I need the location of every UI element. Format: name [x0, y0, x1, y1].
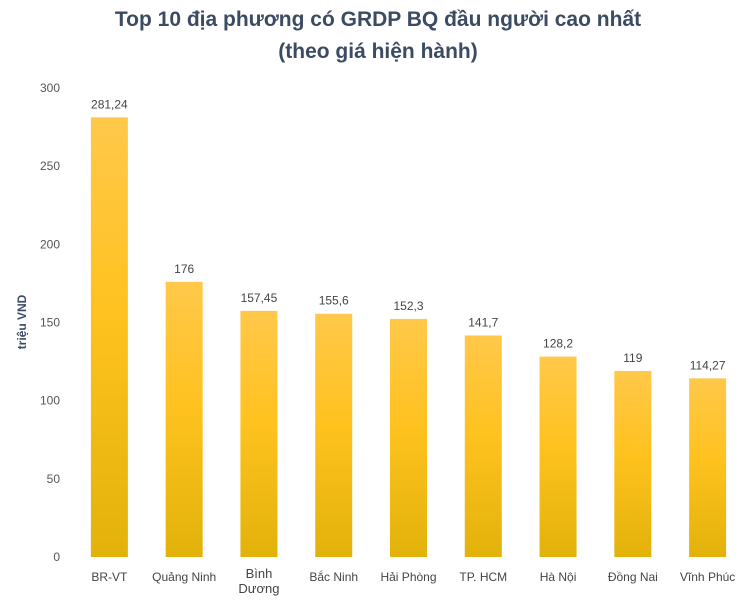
data-label: 157,45 — [241, 291, 278, 305]
bar — [689, 378, 727, 557]
data-label: 176 — [174, 262, 194, 276]
bar — [614, 370, 652, 557]
y-tick-label: 50 — [47, 472, 61, 486]
bar — [315, 313, 353, 557]
y-tick-label: 150 — [40, 316, 60, 330]
x-tick-label: BR-VT — [91, 570, 128, 584]
bar — [539, 356, 577, 557]
x-tick-label: Hải Phòng — [380, 570, 436, 584]
x-tick-label: Quảng Ninh — [152, 570, 216, 584]
data-label: 128,2 — [543, 337, 573, 351]
bar — [165, 281, 203, 557]
data-label: 152,3 — [393, 299, 423, 313]
bar — [240, 310, 278, 557]
y-axis-label: triệu VND — [15, 294, 29, 349]
data-label: 119 — [623, 351, 642, 365]
chart-subtitle: (theo giá hiện hành) — [278, 40, 478, 63]
x-tick-label: Đồng Nai — [608, 570, 658, 584]
bar — [90, 117, 128, 558]
y-tick-label: 0 — [53, 550, 60, 564]
y-tick-label: 250 — [40, 159, 60, 173]
data-label: 141,7 — [468, 315, 498, 329]
y-tick-label: 300 — [40, 81, 60, 95]
x-tick-label: Bình Dương — [238, 566, 279, 596]
x-tick-label: TP. HCM — [459, 570, 507, 584]
bar — [390, 318, 427, 557]
x-tick-label: Bắc Ninh — [309, 569, 358, 584]
x-tick-label: Vĩnh Phúc — [680, 570, 735, 584]
y-tick-label: 100 — [40, 394, 60, 408]
data-label: 281,24 — [91, 97, 128, 111]
bar — [464, 335, 502, 557]
data-label: 114,27 — [690, 358, 726, 372]
x-tick-label: Hà Nội — [540, 570, 577, 584]
data-label: 155,6 — [319, 294, 349, 308]
chart-title: Top 10 địa phương có GRDP BQ đầu người c… — [114, 8, 642, 31]
y-tick-label: 200 — [40, 237, 60, 251]
